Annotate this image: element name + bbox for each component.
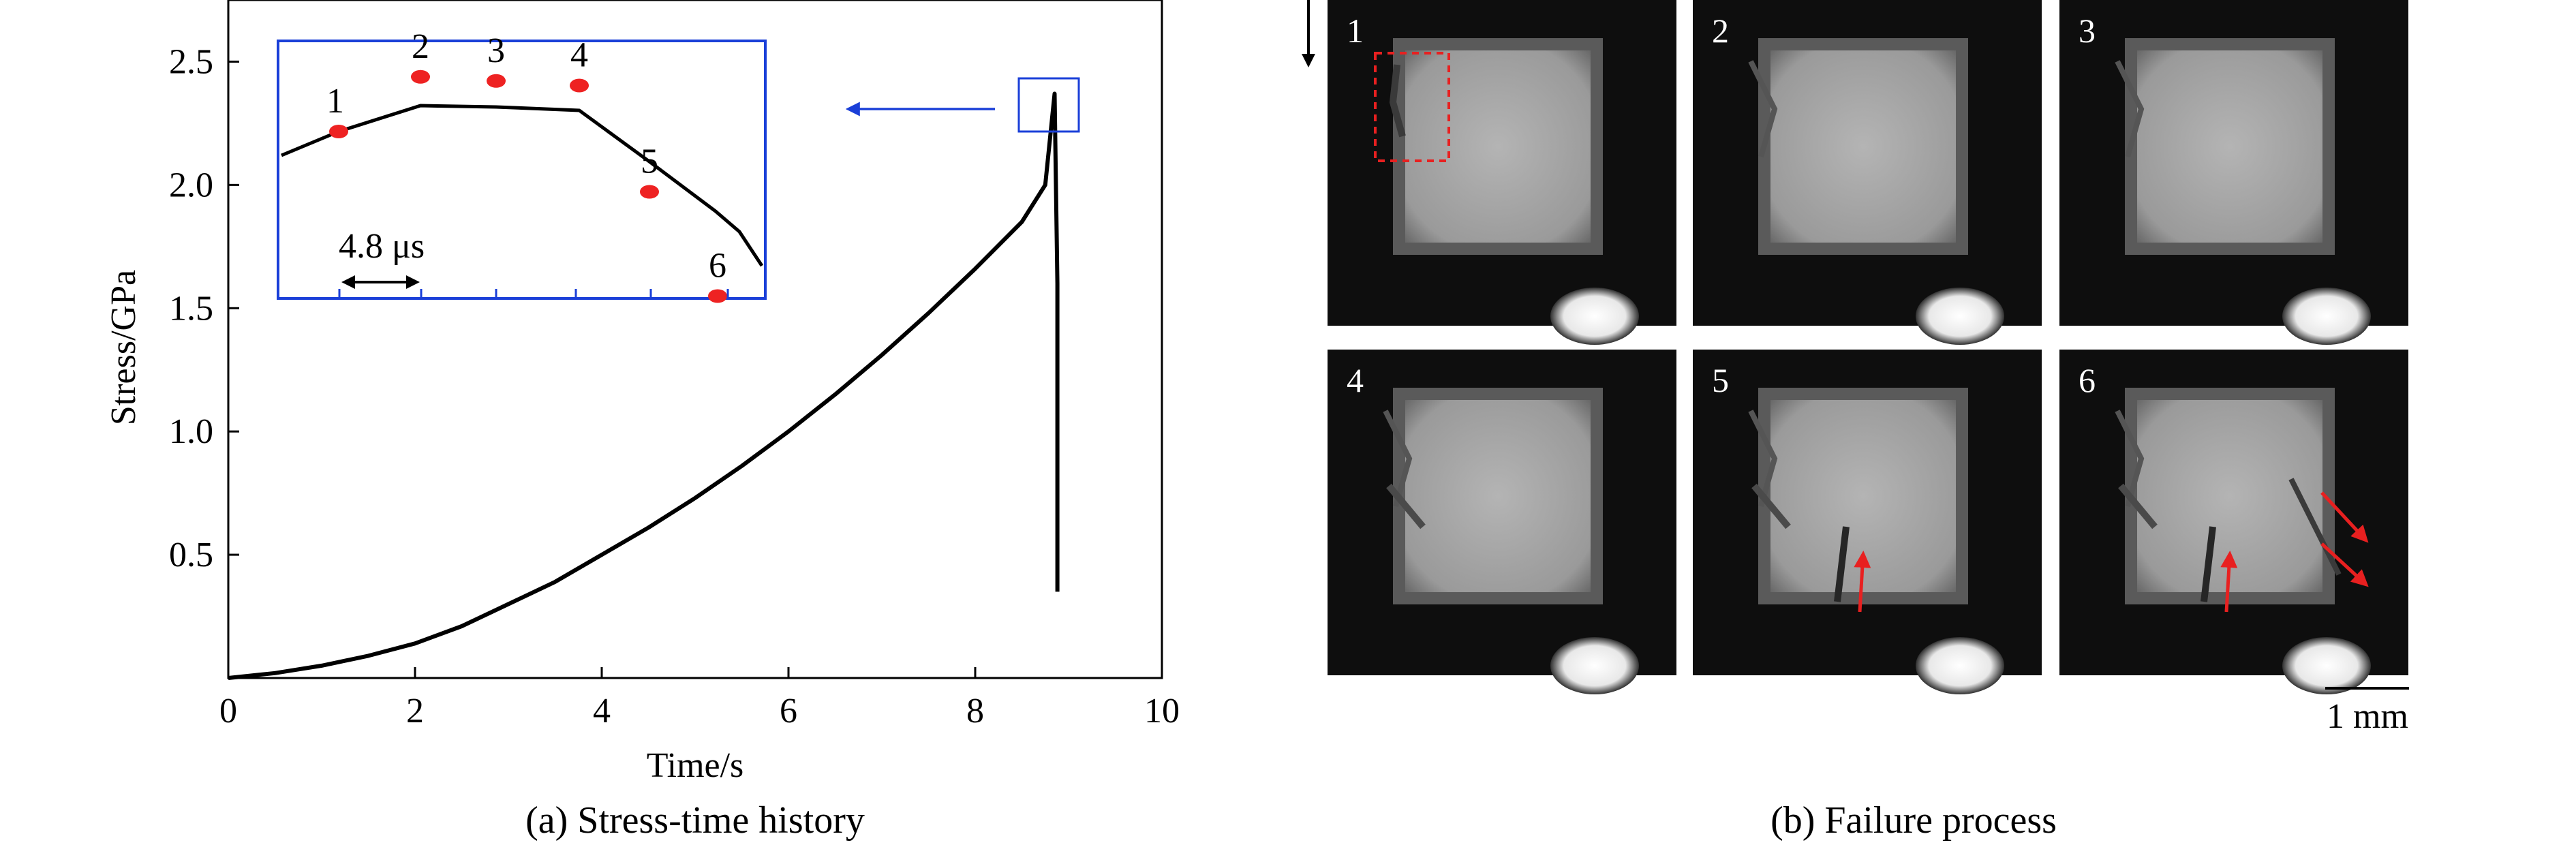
specimen [1393, 388, 1603, 604]
light-spot [1916, 637, 2004, 694]
specimen [1758, 38, 1968, 255]
inset-marker-label: 6 [709, 247, 726, 286]
crack [1748, 60, 1778, 158]
inset-tick-marks [338, 289, 729, 298]
specimen [1393, 38, 1603, 255]
y-tick-label: 0.5 [169, 536, 213, 574]
inset-marker-label: 2 [412, 27, 429, 66]
y-tick-label: 2.5 [169, 42, 213, 81]
plot-frame [227, 0, 1163, 679]
crack [2288, 478, 2342, 576]
y-tick-label: 1.5 [169, 289, 213, 328]
frame-5: 5 [1693, 350, 2042, 694]
caption-b: (b) Failure process [1770, 799, 2057, 842]
crack [1751, 483, 1791, 529]
crack [1389, 64, 1406, 138]
x-tick-label: 2 [406, 692, 424, 730]
crack [1834, 526, 1850, 602]
crack-arrow [2220, 551, 2238, 613]
inset-marker-label: 5 [641, 142, 658, 181]
x-tick-label: 4 [593, 692, 611, 730]
inset-marker [570, 78, 589, 93]
crack [2115, 60, 2145, 158]
x-tick-label: 10 [1144, 692, 1180, 730]
light-spot [1550, 637, 1639, 694]
light-spot [2282, 288, 2371, 345]
inset-marker [411, 70, 430, 84]
crack-highlight-box [1374, 52, 1450, 162]
frame-label: 4 [1347, 361, 1364, 399]
crack-arrow [2320, 542, 2369, 587]
y-axis-label: Stress/GPa [104, 270, 143, 425]
x-axis-ticks: 0 2 4 6 8 10 [219, 667, 1180, 730]
light-spot [1916, 288, 2004, 345]
x-tick-label: 8 [966, 692, 984, 730]
frame-3: 3 [2059, 0, 2408, 345]
stress-time-chart: 0.5 1.0 1.5 2.0 2.5 0 2 4 6 8 10 Time/s Stress/GP… [104, 0, 1180, 842]
interval-label: 4.8 μs [339, 227, 425, 266]
crack [2118, 483, 2158, 529]
specimen [2125, 38, 2335, 255]
inset-marker-label: 4 [570, 36, 588, 75]
frame-2: 2 [1693, 0, 2042, 345]
frame-label: 3 [2079, 12, 2096, 50]
inset-marker-label: 3 [487, 31, 505, 70]
light-spot [1550, 288, 1639, 345]
crack [1383, 410, 1413, 508]
inset-marker [640, 185, 659, 199]
zoom-region-box [1017, 77, 1080, 133]
crack-arrow [1854, 551, 1871, 613]
inset-zoom: 1 2 3 4 5 6 4.8 μs [277, 27, 767, 303]
crack [2201, 526, 2216, 602]
frame-label: 1 [1347, 12, 1364, 50]
inset-marker [329, 125, 348, 138]
light-spot [2282, 637, 2371, 694]
crack [1748, 410, 1778, 508]
caption-a: (a) Stress-time history [525, 799, 865, 842]
inset-markers: 1 2 3 4 5 6 [326, 27, 727, 303]
frame-4: 4 [1328, 350, 1676, 694]
frame-label: 5 [1712, 361, 1729, 399]
frame-1: 1 [1328, 0, 1676, 345]
frame-label: 6 [2079, 361, 2096, 399]
y-tick-label: 2.0 [169, 166, 213, 204]
y-axis-ticks: 0.5 1.0 1.5 2.0 2.5 [169, 42, 239, 574]
inset-curve [281, 104, 764, 267]
crack-arrow [2320, 491, 2369, 543]
frame-6: 6 [2059, 350, 2408, 694]
frame-label: 2 [1712, 12, 1729, 50]
scale-bar-label: 1 mm [2327, 697, 2408, 736]
inset-marker-label: 1 [326, 82, 344, 121]
failure-process-panel: 1 2 3 4 5 6 1 mm (b) Failure process [1302, 0, 2409, 842]
inset-frame [277, 40, 767, 300]
stress-curve [228, 91, 1060, 680]
x-axis-label: Time/s [647, 746, 744, 785]
frames: 1 2 3 4 5 6 [1328, 0, 2408, 694]
inset-marker [708, 289, 727, 303]
crack [1386, 483, 1426, 529]
crack [2115, 410, 2145, 508]
inset-marker [487, 74, 506, 88]
y-tick-label: 1.0 [169, 412, 213, 451]
x-tick-label: 0 [219, 692, 237, 730]
x-tick-label: 6 [780, 692, 797, 730]
